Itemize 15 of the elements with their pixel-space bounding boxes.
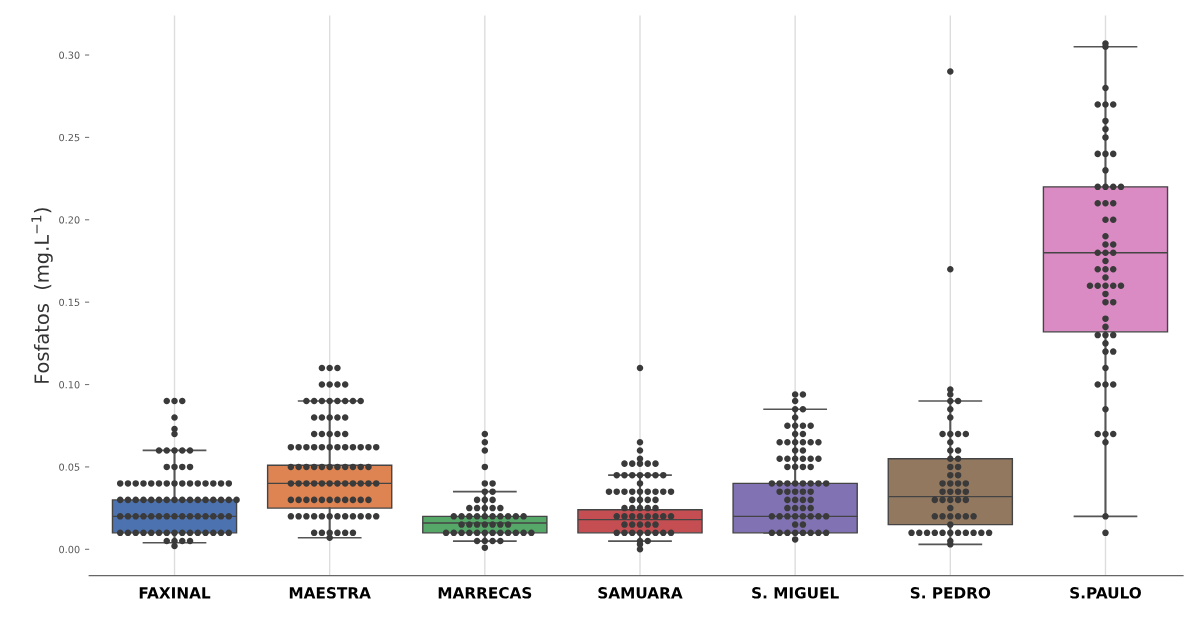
x-tick-label: S.PAULO [1070, 587, 1141, 599]
x-tick-label: MAESTRA [289, 587, 371, 599]
y-tick-label: 0.10 [59, 381, 80, 389]
y-axis-title: Fosfatos (mg.L$^{−1}$) [31, 208, 53, 383]
y-tick-label: 0.15 [59, 298, 80, 306]
x-tick-label: S. PEDRO [910, 587, 991, 599]
y-tick-label: 0.20 [59, 216, 80, 224]
y-tick-label: 0.05 [59, 463, 80, 471]
x-tick-label: SAMUARA [598, 587, 683, 599]
y-tick-label: 0.00 [59, 545, 80, 554]
x-tick-label: FAXINAL [139, 587, 211, 599]
y-tick-label: 0.25 [59, 133, 80, 142]
x-tick-label: MARRECAS [438, 587, 532, 599]
y-tick-label: 0.30 [59, 51, 80, 59]
x-tick-label: S. MIGUEL [752, 587, 839, 599]
